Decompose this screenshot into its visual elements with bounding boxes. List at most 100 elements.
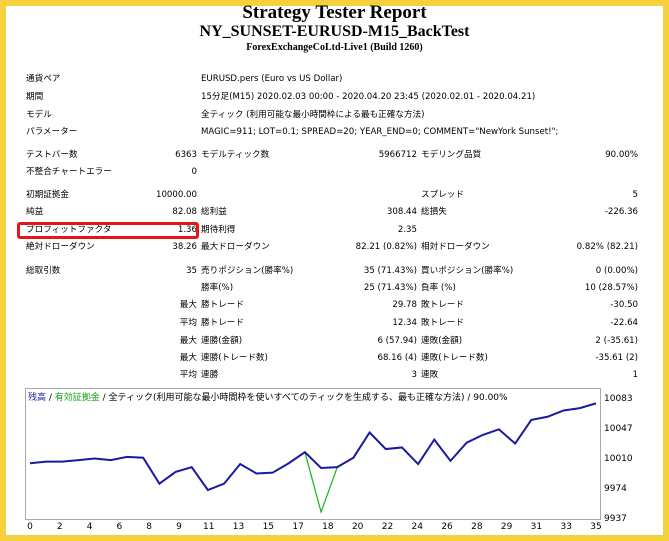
report-title: Strategy Tester Report [242,2,427,23]
x-tick-label: 33 [560,522,572,532]
x-tick-label: 29 [500,522,513,532]
x-tick-label: 8 [146,522,153,532]
y-tick-label: 9937 [604,514,627,524]
largest-win-label: 勝トレード [201,300,244,310]
y-tick-label: 9974 [604,484,627,494]
x-tick-label: 18 [322,522,334,532]
spread-value: 5 [632,190,638,200]
mismatch-value: 0 [191,167,197,177]
x-tick-label: 2 [56,522,63,532]
quality-value: 90.00% [605,150,638,160]
x-tick-label: 9 [176,522,182,532]
avg-row-label-2: 平均 [179,370,197,380]
legend-separator: / [46,393,55,403]
params-label: パラメーター [26,127,78,137]
x-tick-label: 11 [203,522,215,532]
cons-lossamt-value: -35.61 (2) [595,353,638,363]
win-pct-value: 25 (71.43%) [363,283,417,293]
period-value: 15分足(M15) 2020.02.03 00:00 - 2020.04.20 … [201,92,536,102]
expected-payoff-value: 2.35 [397,225,417,235]
cons-lossamt-label: 連敗(トレード数) [421,353,488,363]
avg-win-value: 12.34 [392,318,417,328]
cons-win-label: 連勝(金額) [201,336,243,346]
gross-loss-label: 総損失 [421,207,447,217]
avg-cons-loss-value: 1 [632,370,638,380]
total-trades-value: 35 [186,266,197,276]
ticks-label: モデルティック数 [201,150,270,160]
model-value: 全ティック (利用可能な最小時間枠による最も正確な方法) [201,110,425,120]
balance-line [29,402,597,492]
params-value: MAGIC=911; LOT=0.1; SPREAD=20; YEAR_END=… [201,127,559,137]
max-row-label-3: 最大 [179,353,197,363]
ticks-value: 5966712 [378,150,417,160]
total-trades-label: 総取引数 [26,266,61,276]
avg-cons-loss-label: 連敗 [421,370,439,380]
avg-win-label: 勝トレード [201,318,244,328]
cons-profit-value: 68.16 (4) [377,353,417,363]
x-tick-label: 35 [590,522,602,532]
gross-profit-value: 308.44 [386,207,417,217]
x-tick-label: 0 [27,522,33,532]
max-row-label-2: 最大 [179,336,197,346]
net-label: 純益 [26,207,44,217]
x-tick-label: 13 [232,522,245,532]
avg-cons-win-value: 3 [411,370,417,380]
x-tick-label: 6 [116,522,123,532]
legend-balance: 残高 [28,393,47,403]
long-positions-value: 0 (0.00%) [595,266,638,276]
rel-drawdown-label: 相対ドローダウン [421,242,490,252]
x-tick-label: 26 [441,522,453,532]
x-tick-label: 31 [530,522,543,532]
profit-factor-highlight [17,222,199,239]
abs-drawdown-label: 絶対ドローダウン [26,242,95,252]
broker-name: ForexExchangeCoLtd-Live1 (Build 1260) [246,42,423,53]
x-tick-label: 28 [471,522,483,532]
cons-loss-label: 連敗(金額) [421,336,463,346]
symbol-label: 通貨ペア [26,74,61,84]
x-tick-label: 20 [351,522,364,532]
y-tick-label: 10010 [604,454,633,464]
chart-legend: 残高 / 有効証拠金 / 全ティック(利用可能な最小時間枠を使いすべてのティック… [28,390,508,403]
gross-profit-label: 総利益 [201,207,227,217]
gross-loss-value: -226.36 [604,207,638,217]
largest-win-value: 29.78 [392,300,417,310]
avg-cons-win-label: 連勝 [201,370,219,380]
expected-payoff-label: 期待利得 [201,225,236,235]
cons-loss-value: 2 (-35.61) [595,336,638,346]
win-pct-label: 勝率(%) [201,283,234,293]
x-tick-label: 24 [411,522,423,532]
avg-loss-label: 敗トレード [421,318,464,328]
x-tick-label: 22 [381,522,394,532]
period-label: 期間 [26,92,44,102]
spread-label: スプレッド [421,190,464,200]
cons-profit-label: 連勝(トレード数) [201,353,268,363]
abs-drawdown-value: 38.26 [172,242,197,252]
rel-drawdown-value: 0.82% (82.21) [576,242,638,252]
net-value: 82.08 [172,207,197,217]
cons-win-value: 6 (57.94) [377,336,417,346]
long-positions-label: 買いポジション(勝率%) [421,266,514,276]
legend-description: / 全ティック(利用可能な最小時間枠を使いすべてのティックを生成する、最も正確な… [99,393,508,403]
max-drawdown-value: 82.21 (0.82%) [355,242,417,252]
max-row-label: 最大 [179,300,197,310]
profit-factor-value: 1.36 [177,225,197,235]
model-label: モデル [26,110,52,120]
legend-equity: 有効証拠金 [54,393,100,403]
symbol-value: EURUSD.pers (Euro vs US Dollar) [201,74,343,84]
short-positions-value: 35 (71.43%) [363,266,417,276]
mismatch-label: 不整合チャートエラー [26,167,112,177]
profit-factor-label: プロフィットファクタ [26,225,112,235]
deposit-value: 10000.00 [155,190,197,200]
equity-line [29,402,597,515]
bars-label: テストバー数 [26,150,78,160]
avg-row-label: 平均 [179,318,197,328]
loss-pct-label: 負率 (%) [421,283,456,293]
x-tick-label: 15 [262,522,275,532]
short-positions-label: 売りポジション(勝率%) [201,266,294,276]
report-subtitle: NY_SUNSET-EURUSD-M15_BackTest [199,23,470,40]
quality-label: モデリング品質 [421,150,482,160]
largest-loss-label: 敗トレード [421,300,464,310]
y-tick-label: 10083 [604,394,633,404]
largest-loss-value: -30.50 [610,300,638,310]
